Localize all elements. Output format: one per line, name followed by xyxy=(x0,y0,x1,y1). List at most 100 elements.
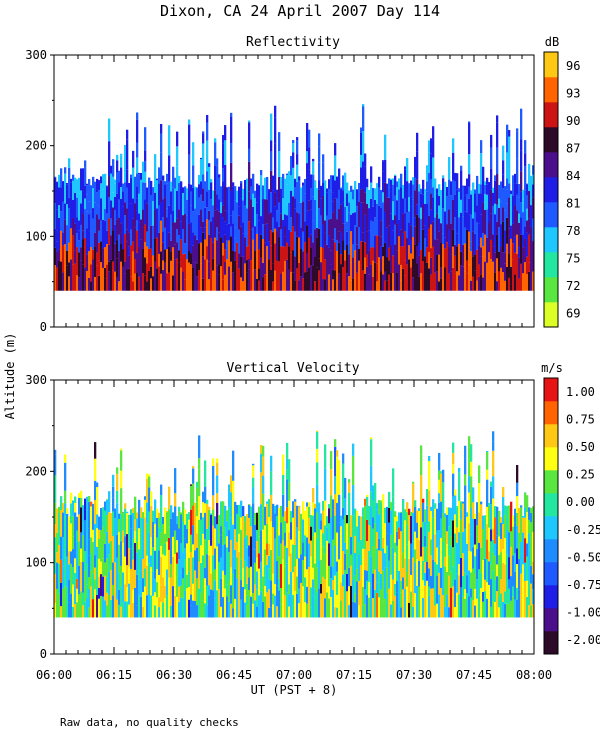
heatmap-cell xyxy=(104,209,107,221)
heatmap-cell xyxy=(406,264,409,291)
heatmap-cell xyxy=(446,266,449,291)
heatmap-cell xyxy=(426,505,429,524)
heatmap-cell xyxy=(466,229,469,261)
heatmap-cell xyxy=(238,575,241,603)
heatmap-cell xyxy=(482,166,485,178)
heatmap-cell xyxy=(454,579,457,608)
heatmap-cell xyxy=(464,271,467,291)
heatmap-cell xyxy=(64,219,67,245)
heatmap-cell xyxy=(348,523,351,554)
heatmap-cell xyxy=(454,244,457,256)
heatmap-cell xyxy=(386,280,389,291)
heatmap-cell xyxy=(362,188,365,203)
heatmap-cell xyxy=(276,560,279,586)
heatmap-cell xyxy=(268,589,271,608)
heatmap-cell xyxy=(168,125,171,156)
heatmap-cell xyxy=(58,217,61,250)
heatmap-cell xyxy=(156,553,159,570)
heatmap-cell xyxy=(344,570,347,587)
heatmap-cell xyxy=(232,186,235,211)
heatmap-cell xyxy=(188,124,191,155)
heatmap-cell xyxy=(326,244,329,265)
heatmap-cell xyxy=(374,199,377,218)
heatmap-cell xyxy=(460,557,463,588)
heatmap-cell xyxy=(288,171,291,182)
heatmap-cell xyxy=(210,268,213,291)
heatmap-cell xyxy=(430,193,433,210)
heatmap-cell xyxy=(88,262,91,278)
heatmap-cell xyxy=(204,181,207,208)
heatmap-cell xyxy=(94,500,97,524)
heatmap-cell xyxy=(422,179,425,195)
heatmap-cell xyxy=(274,595,277,618)
heatmap-cell xyxy=(360,202,363,219)
heatmap-cell xyxy=(364,214,367,243)
heatmap-cell xyxy=(228,201,231,224)
heatmap-cell xyxy=(60,510,63,537)
heatmap-cell xyxy=(492,498,495,529)
heatmap-cell xyxy=(268,555,271,569)
heatmap-cell xyxy=(358,182,361,202)
heatmap-cell xyxy=(270,230,273,246)
heatmap-cell xyxy=(240,277,243,291)
heatmap-cell xyxy=(444,211,447,238)
heatmap-cell xyxy=(290,539,293,554)
heatmap-cell xyxy=(74,512,77,542)
heatmap-cell xyxy=(124,182,127,203)
heatmap-cell xyxy=(142,591,145,608)
heatmap-cell xyxy=(308,267,311,291)
heatmap-cell xyxy=(388,247,391,261)
heatmap-cell xyxy=(222,530,225,546)
heatmap-cell xyxy=(78,230,81,241)
heatmap-cell xyxy=(234,186,237,201)
heatmap-cell xyxy=(216,546,219,570)
heatmap-cell xyxy=(190,184,193,192)
heatmap-cell xyxy=(478,245,481,265)
heatmap-cell xyxy=(378,571,381,598)
heatmap-cell xyxy=(346,231,349,246)
heatmap-cell xyxy=(86,584,89,599)
heatmap-cell xyxy=(406,158,409,182)
heatmap-cell xyxy=(116,467,119,474)
heatmap-cell xyxy=(360,594,363,618)
y-tick-label: 0 xyxy=(40,647,47,661)
heatmap-cell xyxy=(92,529,95,542)
heatmap-cell xyxy=(356,557,359,569)
heatmap-cell xyxy=(74,223,77,251)
heatmap-cell xyxy=(64,462,67,491)
heatmap-cell xyxy=(316,462,319,485)
heatmap-cell xyxy=(512,555,515,587)
heatmap-cell xyxy=(110,570,113,600)
heatmap-cell xyxy=(74,263,77,291)
heatmap-cell xyxy=(378,597,381,618)
heatmap-cell xyxy=(88,555,91,578)
heatmap-cell xyxy=(78,565,81,595)
heatmap-cell xyxy=(382,494,385,519)
heatmap-cell xyxy=(386,257,389,281)
heatmap-cell xyxy=(502,497,505,525)
heatmap-cell xyxy=(320,529,323,560)
heatmap-cell xyxy=(464,458,467,475)
heatmap-cell xyxy=(84,267,87,291)
heatmap-cell xyxy=(128,183,131,204)
heatmap-cell xyxy=(364,505,367,536)
heatmap-cell xyxy=(276,189,279,199)
heatmap-cell xyxy=(478,483,481,513)
heatmap-cell xyxy=(252,270,255,291)
heatmap-cell xyxy=(460,170,463,200)
heatmap-cell xyxy=(64,454,67,463)
heatmap-cell xyxy=(468,121,471,123)
heatmap-cell xyxy=(488,268,491,291)
heatmap-cell xyxy=(354,575,357,594)
colorbar-swatch xyxy=(544,77,558,103)
heatmap-cell xyxy=(332,279,335,291)
heatmap-cell xyxy=(172,536,175,557)
heatmap-cell xyxy=(268,579,271,590)
heatmap-cell xyxy=(88,607,91,618)
heatmap-cell xyxy=(188,119,191,125)
heatmap-cell xyxy=(370,439,373,466)
heatmap-cell xyxy=(200,157,203,160)
heatmap-cell xyxy=(188,519,191,541)
heatmap-cell xyxy=(274,143,277,163)
